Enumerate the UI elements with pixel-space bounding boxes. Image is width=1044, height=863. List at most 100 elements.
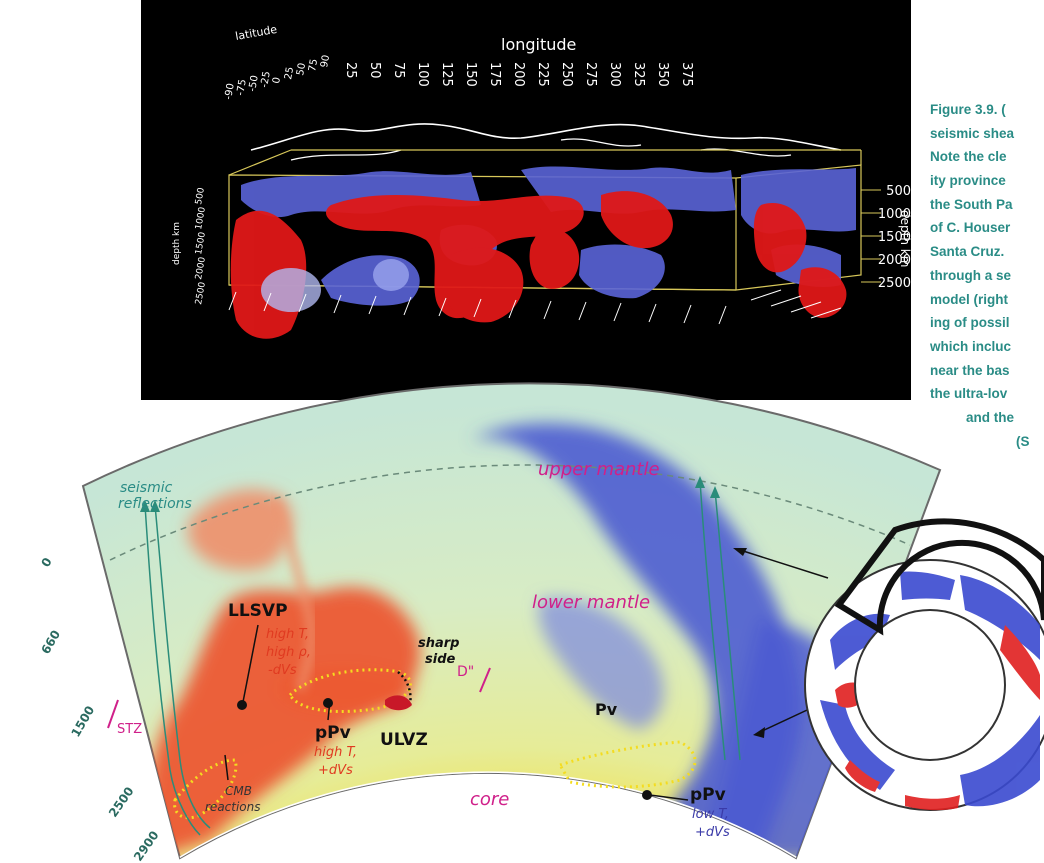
caption-line: the South Pa [930,196,1013,212]
d-double-prime-arrow [479,667,491,693]
lon-tick: 150 [463,62,478,87]
left-depth-tick: 2000 [194,256,208,281]
right-depth-label: depth km [898,210,911,267]
caption-line: and the [966,409,1015,425]
longitude-ticks: 25 50 75 100 125 150 175 200 225 250 275… [343,62,694,87]
lat-tick: 90 [319,54,332,68]
lower-mantle-label: lower mantle [532,592,650,613]
coastline-outline [250,123,842,151]
caption-line: model (right [930,291,1008,307]
660km-discontinuity [109,464,911,561]
caption-line: near the bas [930,362,1010,378]
left-depth-tick: 500 [194,187,207,206]
latitude-ticks: -90 -75 -50 -25 0 25 50 75 90 [223,54,332,100]
lon-tick: 100 [415,62,430,87]
lat-tick: -90 [223,83,237,101]
seismic-reflections-label-2: reflections [118,496,192,512]
arrowhead [150,500,160,512]
lon-tick: 350 [655,62,670,87]
left-depth-label: depth km [172,222,182,265]
llsvp-marker [237,700,247,710]
bottom-tick-marks [228,289,842,325]
tomography-3d-panel: latitude longitude 25 50 75 100 125 150 … [141,0,911,400]
llsvp-prop-1: high T, [266,627,309,642]
stz-arrow [107,699,119,729]
depth-tick: 660 [38,628,63,657]
right-depth-ticks: 500 1000 1500 2000 2500 [861,184,911,291]
left-depth-tick: 2500 [194,281,208,306]
depth-tick: 1500 [878,230,911,245]
lon-tick: 300 [607,62,622,87]
ulvz-blob [385,695,412,711]
depth-tick: 1000 [878,207,911,222]
seismic-reflection-rays [144,479,741,836]
cmb-reactions-label-1: CMB [225,784,252,798]
stz-label: STZ [117,722,142,737]
fast-highlight [261,268,321,312]
depth-tick: 2000 [878,253,911,268]
earth-ring-model [804,518,1044,811]
depth-tick: 2500 [106,784,137,819]
sharp-side-label-2: side [425,652,455,667]
ppv-hot-prop-1: high T, [314,745,357,760]
lon-tick: 25 [343,62,358,79]
lon-tick: 375 [679,62,694,87]
caption-line: Santa Cruz. [930,244,1005,260]
lon-tick: 250 [559,62,574,87]
arrowhead [733,548,747,556]
ppv-hot-label: pPv [315,723,351,743]
d-double-prime-label: D" [457,664,474,680]
lat-tick: 50 [295,62,308,76]
depth-tick: 0 [38,555,54,569]
coastline-outline-2 [290,138,792,161]
ppv-hot-marker [323,698,333,708]
lat-tick: 75 [307,58,320,72]
caption-line: ing of possil [930,315,1010,331]
lon-tick: 225 [535,62,550,87]
caption-line: through a se [930,267,1012,283]
longitude-label: longitude [501,35,576,54]
llsvp-prop-2: high ρ, [266,645,311,660]
left-depth-ticks: 500 1000 1500 2000 2500 [194,187,208,306]
lat-tick: -25 [259,71,273,89]
depth-tick: 2500 [878,276,911,291]
seismic-reflections-label-1: seismic [120,480,173,496]
lon-tick: 275 [583,62,598,87]
ppv-cold-label: pPv [690,785,726,805]
arrowhead [753,727,765,738]
arrowhead [710,486,720,498]
pv-label: Pv [595,700,618,719]
lon-tick: 325 [631,62,646,87]
left-depth-tick: 1000 [194,206,208,231]
slow-velocity-blobs [230,191,847,339]
caption-line: which incluc [930,338,1012,354]
lon-tick: 75 [391,62,406,79]
ppv-cold-prop-2: +dVs [695,825,730,840]
llsvp-label: LLSVP [228,601,288,621]
caption-line: of C. Houser [930,220,1011,236]
upper-mantle-label: upper mantle [538,459,660,480]
ppv-cold-marker [642,790,652,800]
caption-line: Figure 3.9. ( [930,102,1006,117]
fast-highlight-2 [373,259,409,291]
lat-tick: 0 [271,76,283,84]
llsvp-prop-3: -dVs [268,663,297,678]
lat-tick: -75 [235,79,249,97]
cmb-reactions-label-2: reactions [205,800,261,814]
figure-caption: Figure 3.9. ( seismic shea Note the cle … [930,98,1044,453]
left-depth-tick: 1500 [194,231,208,256]
arrowhead [695,476,705,488]
caption-line: Note the cle [930,149,1007,165]
ppv-hot-prop-2: +dVs [318,763,353,778]
sharp-side-label-1: sharp [418,636,459,651]
depth-tick: 2900 [131,828,162,863]
caption-line: the ultra-lov [930,386,1008,402]
lat-tick: 25 [283,66,296,80]
depth-tick: 1500 [68,704,97,740]
ulvz-label: ULVZ [380,730,428,750]
caption-line: ity province [930,173,1006,189]
ppv-cold-prop-1: low T, [692,807,729,822]
lon-tick: 125 [439,62,454,87]
core-label: core [470,789,509,810]
